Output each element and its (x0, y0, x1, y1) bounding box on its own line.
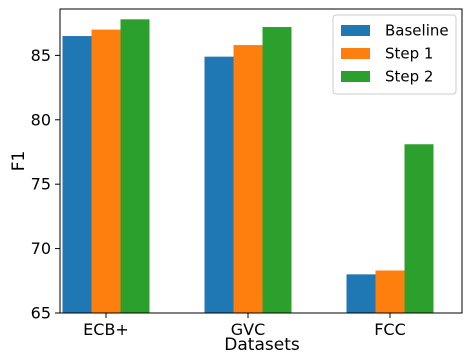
legend-label: Step 2 (385, 68, 433, 86)
legend-label: Step 1 (385, 45, 433, 63)
bar-baseline-gvc (204, 56, 234, 314)
legend-swatch (341, 48, 370, 59)
x-tick-label: GVC (231, 320, 266, 339)
bar-step-2-ecb (120, 19, 150, 313)
y-tick-label: 65 (31, 304, 51, 323)
bar-step-1-ecb (91, 29, 121, 313)
bar-step-2-gvc (262, 27, 292, 313)
y-axis-label: F1 (9, 151, 29, 172)
x-axis-label: Datasets (224, 335, 300, 355)
y-tick-label: 80 (31, 110, 51, 129)
bar-baseline-ecb (62, 36, 92, 314)
y-tick-label: 75 (31, 175, 51, 194)
bar-step-1-fcc (375, 270, 405, 313)
bar-step-1-gvc (233, 45, 263, 313)
bar-step-2-fcc (404, 144, 434, 313)
bars-group (62, 19, 434, 314)
legend-label: Baseline (385, 22, 449, 40)
x-tick-label: FCC (374, 320, 406, 339)
y-tick-label: 85 (31, 46, 51, 65)
legend: Baseline Step 1 Step 2 (332, 14, 457, 95)
bar-baseline-fcc (346, 274, 376, 313)
x-tick-label: ECB+ (83, 320, 129, 339)
axes-group: 65 70 75 80 85 ECB+ GVC FCC (31, 8, 463, 339)
plot-frame (59, 8, 463, 314)
legend-swatch (341, 25, 370, 36)
legend-swatch (341, 71, 370, 82)
y-tick-label: 70 (31, 239, 51, 258)
